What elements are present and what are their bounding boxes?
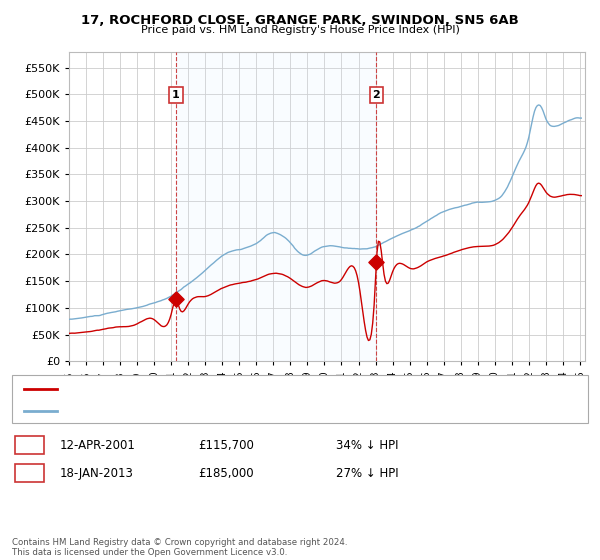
Point [371, 258, 381, 267]
Bar [176, 52, 376, 361]
Text: Contains HM Land Registry data © Crown copyright and database right 2024.
This d: Contains HM Land Registry data © Crown c… [12, 538, 347, 557]
Text: 27% ↓ HPI: 27% ↓ HPI [336, 466, 398, 480]
Text: £115,700: £115,700 [198, 438, 254, 452]
Text: £185,000: £185,000 [198, 466, 254, 480]
Text: 18-JAN-2013: 18-JAN-2013 [60, 466, 134, 480]
Text: 12-APR-2001: 12-APR-2001 [60, 438, 136, 452]
Text: Price paid vs. HM Land Registry's House Price Index (HPI): Price paid vs. HM Land Registry's House … [140, 25, 460, 35]
Text: 34% ↓ HPI: 34% ↓ HPI [336, 438, 398, 452]
Text: 17, ROCHFORD CLOSE, GRANGE PARK, SWINDON, SN5 6AB: 17, ROCHFORD CLOSE, GRANGE PARK, SWINDON… [81, 14, 519, 27]
Text: 1: 1 [26, 440, 33, 450]
Text: 17, ROCHFORD CLOSE, GRANGE PARK, SWINDON, SN5 6AB (detached house): 17, ROCHFORD CLOSE, GRANGE PARK, SWINDON… [63, 384, 466, 394]
Text: 2: 2 [373, 90, 380, 100]
Text: HPI: Average price, detached house, Swindon: HPI: Average price, detached house, Swin… [63, 406, 300, 416]
Point [171, 295, 181, 304]
Text: 2: 2 [26, 468, 33, 478]
Text: 1: 1 [172, 90, 180, 100]
